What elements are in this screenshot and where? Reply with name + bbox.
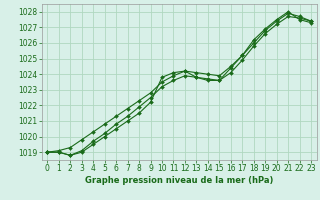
X-axis label: Graphe pression niveau de la mer (hPa): Graphe pression niveau de la mer (hPa) [85, 176, 273, 185]
